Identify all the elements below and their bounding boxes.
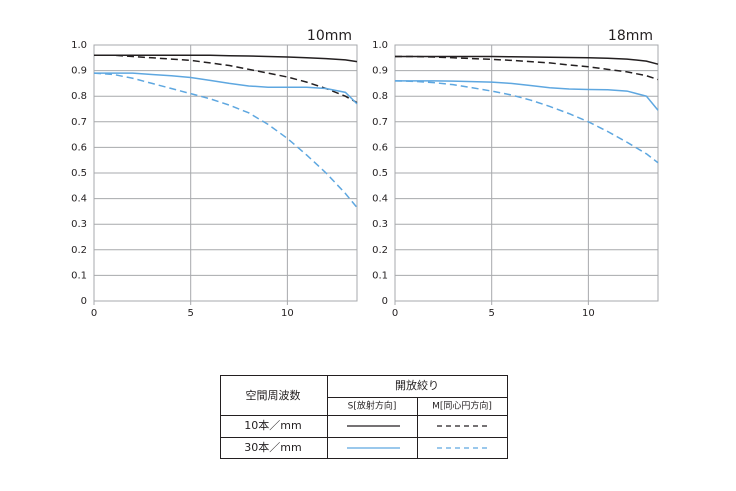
y-tick-label: 0.2: [372, 245, 388, 256]
y-tick-label: 0.7: [71, 117, 87, 128]
series-line: [394, 80, 659, 164]
x-tick-label: 10: [281, 308, 294, 319]
series-line: [94, 54, 358, 104]
series-line: [395, 80, 659, 111]
table-column-header: M[同心円方向]: [432, 400, 492, 412]
series-line: [94, 54, 358, 63]
y-tick-label: 0.7: [372, 117, 388, 128]
y-tick-label: 0.5: [372, 168, 388, 179]
table-group-header: 開放絞り: [395, 378, 439, 392]
chart-title: 18mm: [608, 28, 653, 44]
x-tick-label: 5: [489, 308, 495, 319]
table-column-header: S[放射方向]: [348, 400, 397, 412]
y-tick-label: 0.6: [372, 142, 388, 153]
x-tick-label: 5: [188, 308, 194, 319]
y-tick-label: 0: [382, 296, 388, 307]
series-line: [93, 72, 358, 209]
y-tick-label: 0.2: [71, 245, 87, 256]
y-tick-label: 0.9: [71, 66, 87, 77]
y-tick-label: 0: [81, 296, 87, 307]
series-line: [395, 55, 659, 65]
series-line: [94, 72, 358, 105]
x-tick-label: 0: [392, 308, 398, 319]
y-tick-label: 0.4: [372, 194, 388, 205]
y-tick-label: 0.1: [372, 270, 388, 281]
x-tick-label: 10: [582, 308, 595, 319]
y-tick-label: 0.8: [71, 91, 87, 102]
legend-table: [220, 375, 508, 459]
y-tick-label: 0.5: [71, 168, 87, 179]
table-row-label: 10本／mm: [244, 418, 301, 432]
y-tick-label: 0.8: [372, 91, 388, 102]
y-tick-label: 0.6: [71, 142, 87, 153]
chart-title: 10mm: [307, 28, 352, 44]
plot-frame: [93, 44, 358, 302]
y-tick-label: 1.0: [372, 40, 388, 51]
series-line: [395, 55, 659, 81]
y-tick-label: 0.3: [372, 219, 388, 230]
table-border: [220, 375, 508, 459]
table-header: 空間周波数: [246, 388, 301, 402]
plot-frame: [394, 44, 659, 302]
y-tick-label: 0.3: [71, 219, 87, 230]
x-tick-label: 0: [91, 308, 97, 319]
table-row-label: 30本／mm: [244, 440, 301, 454]
y-tick-label: 0.9: [372, 66, 388, 77]
y-tick-label: 0.1: [71, 270, 87, 281]
y-tick-label: 1.0: [71, 40, 87, 51]
y-tick-label: 0.4: [71, 194, 87, 205]
